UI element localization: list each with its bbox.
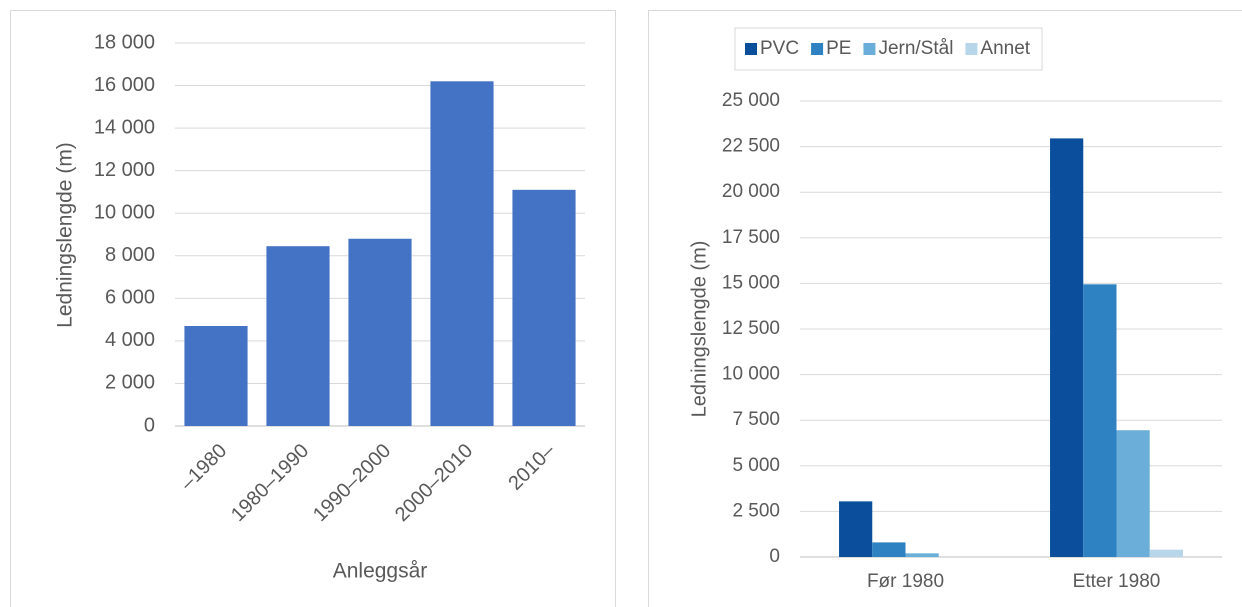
x-tick-label: 1990–2000 (309, 440, 395, 526)
x-tick-label: 1980–1990 (227, 440, 313, 526)
bar (1116, 430, 1150, 557)
panel-border (648, 10, 1242, 607)
bar (905, 553, 939, 557)
bar (266, 246, 330, 426)
y-tick-label: 10 000 (722, 364, 780, 385)
y-tick-label: 8 000 (105, 244, 155, 266)
y-axis-label: Ledningslengde (m) (688, 241, 710, 418)
y-tick-label: 20 000 (722, 181, 780, 202)
legend-swatch (811, 43, 824, 55)
legend-swatch (965, 43, 978, 55)
legend-label: Annet (980, 38, 1030, 59)
y-tick-label: 22 500 (722, 136, 780, 157)
y-tick-label: 4 000 (105, 329, 155, 351)
y-tick-label: 15 000 (722, 272, 780, 293)
x-tick-label: Etter 1980 (1073, 571, 1161, 592)
y-tick-label: 10 000 (94, 202, 155, 224)
y-axis-label: Ledningslengde (m) (54, 142, 77, 328)
bar (512, 189, 576, 426)
bar (1083, 284, 1117, 557)
y-tick-label: 18 000 (94, 31, 155, 53)
y-tick-label: 2 000 (105, 372, 155, 394)
y-tick-label: 0 (144, 414, 155, 436)
y-tick-label: 12 000 (94, 159, 155, 181)
y-tick-label: 5 000 (732, 455, 780, 476)
x-tick-label: –1980 (176, 440, 231, 495)
y-tick-label: 17 500 (722, 227, 780, 248)
y-tick-label: 16 000 (94, 74, 155, 96)
y-tick-label: 6 000 (105, 287, 155, 309)
y-tick-label: 2 500 (732, 500, 780, 521)
x-tick-label: 2010– (504, 439, 560, 495)
legend-swatch (863, 43, 876, 55)
x-tick-label: 2000–2010 (391, 440, 477, 526)
y-tick-label: 25 000 (722, 90, 780, 111)
bar (839, 501, 873, 557)
bar (872, 542, 906, 557)
bar (1149, 549, 1183, 557)
legend-swatch (745, 43, 757, 55)
legend-label: Jern/Stål (878, 38, 953, 59)
bar (348, 238, 412, 426)
y-tick-label: 14 000 (94, 116, 155, 138)
legend-label: PE (826, 38, 851, 59)
bar (430, 81, 494, 427)
y-tick-label: 7 500 (732, 409, 780, 430)
bar (184, 325, 248, 426)
legend-label: PVC (760, 38, 799, 59)
x-axis-label: Anleggsår (333, 560, 428, 583)
panel-border (10, 10, 616, 607)
y-tick-label: 12 500 (722, 318, 780, 339)
x-tick-label: Før 1980 (867, 571, 944, 592)
legend-box (734, 27, 1043, 71)
bar (1050, 138, 1084, 557)
y-tick-label: 0 (769, 546, 780, 567)
